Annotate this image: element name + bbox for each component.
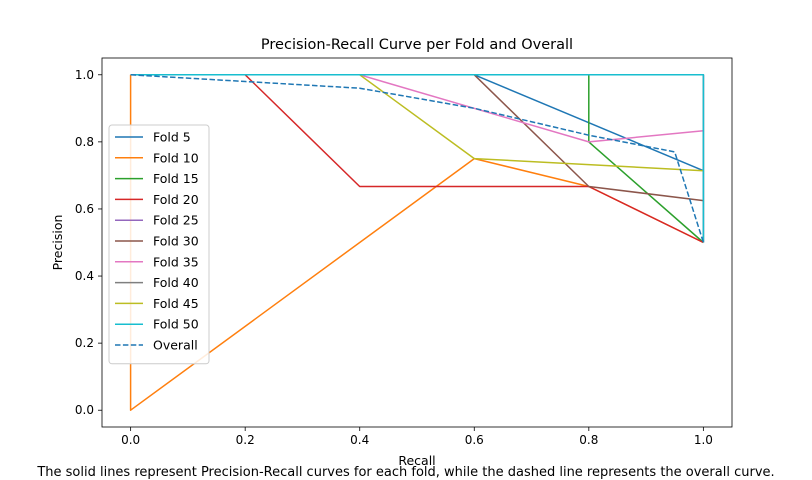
legend-label: Fold 25 [153,213,199,228]
legend-label: Fold 10 [153,150,199,165]
series-line-fold-5 [130,74,704,172]
x-tick-label: 0.4 [350,433,369,447]
series-line-fold-25 [130,74,705,243]
legend-label: Overall [153,338,198,353]
y-tick-label: 1.0 [75,68,94,82]
y-tick-label: 0.2 [75,336,94,350]
series-line-fold-30 [130,74,704,202]
legend-label: Fold 20 [153,192,199,207]
plot-frame [101,57,733,428]
y-axis-label: Precision [50,215,65,271]
series-line-overall [130,74,705,243]
x-tick-label: 0.8 [579,433,598,447]
x-tick-label: 1.0 [694,433,713,447]
series-line-fold-45 [130,74,704,172]
series-line-fold-15 [130,74,704,244]
legend-label: Fold 30 [153,234,199,249]
y-tick-label: 0.4 [75,269,94,283]
series-line-fold-20 [130,74,704,244]
x-tick-label: 0.6 [465,433,484,447]
series-line-fold-35 [130,74,704,143]
x-tick-label: 0.2 [236,433,255,447]
legend-label: Fold 5 [153,130,191,145]
legend: Fold 5 Fold 10 Fold 15 Fold 20 Fold 25 Fold 3… [108,124,210,365]
y-tick-label: 0.8 [75,135,94,149]
x-axis-label: Recall [398,453,435,468]
series-line-fold-40 [130,74,705,243]
x-tick-label: 0.0 [121,433,140,447]
series-line-fold-50 [130,74,705,243]
y-tick-label: 0.0 [75,403,94,417]
legend-label: Fold 35 [153,254,199,269]
series-line-fold-10 [129,74,704,411]
y-tick-label: 0.6 [75,202,94,216]
chart-title: Precision-Recall Curve per Fold and Over… [261,37,573,53]
series-group [129,74,705,411]
legend-label: Fold 45 [153,296,199,311]
legend-label: Fold 15 [153,171,199,186]
legend-label: Fold 50 [153,317,199,332]
legend-label: Fold 40 [153,275,199,290]
figure-caption: The solid lines represent Precision-Reca… [37,465,775,480]
